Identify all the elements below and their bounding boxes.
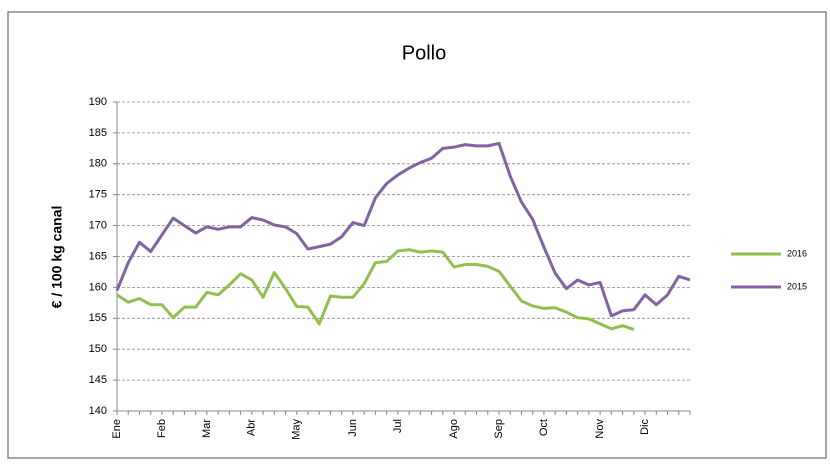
- x-tick-label: Ago: [448, 419, 460, 439]
- y-tick-label: 160: [89, 281, 107, 293]
- y-tick-label: 175: [89, 189, 107, 201]
- x-tick-label: Dic: [639, 419, 651, 435]
- y-tick-label: 140: [89, 405, 107, 417]
- legend-label: 2015: [787, 281, 807, 291]
- x-tick-label: Sep: [493, 419, 505, 439]
- series-line: [115, 141, 691, 318]
- y-tick-label: 145: [89, 374, 107, 386]
- x-tick-label: Ene: [111, 419, 123, 439]
- y-tick-label: 155: [89, 312, 107, 324]
- x-tick-label: Feb: [156, 419, 168, 438]
- y-tick-label: 165: [89, 250, 107, 262]
- y-axis-label: € / 100 kg canal: [49, 206, 65, 309]
- x-tick-label: Jun: [347, 419, 359, 437]
- x-tick-label: Nov: [594, 419, 606, 439]
- x-tick-label: May: [291, 419, 303, 440]
- x-tick-label: Abr: [246, 419, 258, 436]
- y-tick-label: 180: [89, 158, 107, 170]
- x-tick-label: Mar: [201, 419, 213, 438]
- chart-frame: [7, 11, 827, 459]
- x-tick-label: Jul: [392, 419, 404, 433]
- y-tick-label: 185: [89, 127, 107, 139]
- x-tick-label: Oct: [538, 419, 550, 436]
- legend-label: 2016: [787, 248, 807, 258]
- chart-title: Pollo: [402, 42, 446, 64]
- series-line: [116, 248, 635, 331]
- y-tick-label: 190: [89, 96, 107, 108]
- y-tick-label: 150: [89, 343, 107, 355]
- y-tick-label: 170: [89, 220, 107, 232]
